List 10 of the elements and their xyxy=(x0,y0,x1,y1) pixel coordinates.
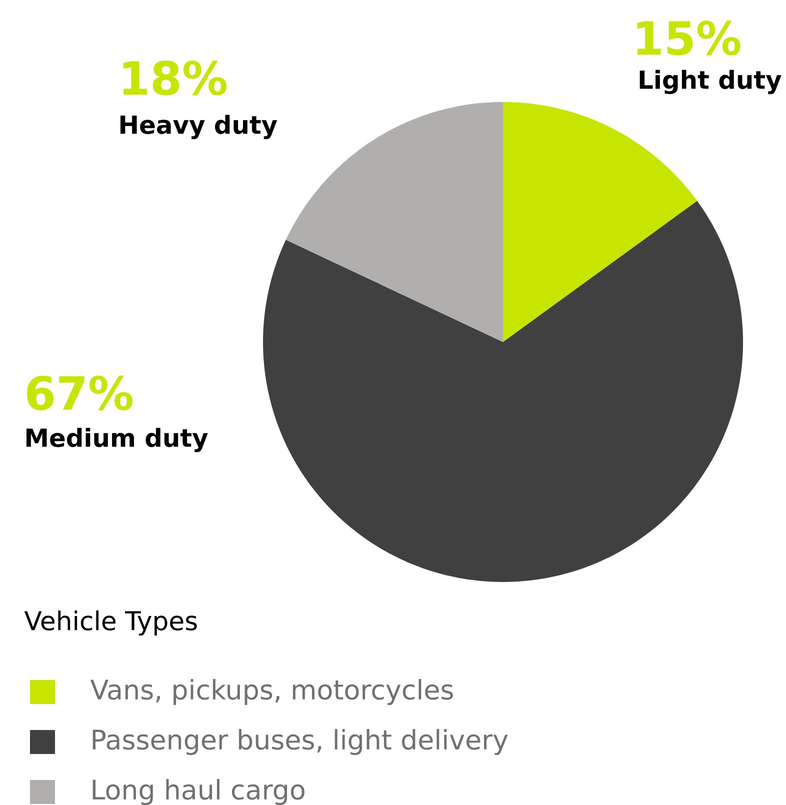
slice-label: Medium duty xyxy=(26,428,208,452)
slice-label: Heavy duty xyxy=(120,114,278,140)
data-label: 67% xyxy=(27,376,132,410)
text: Vans, pickups, motorcycles xyxy=(90,678,453,706)
text: Long haul cargo xyxy=(92,778,304,805)
legend-title: Vehicle Types xyxy=(24,610,197,636)
data-label: 18% xyxy=(123,60,226,96)
data-label: 15% xyxy=(637,20,740,56)
text: Passenger buses, light delivery xyxy=(92,728,508,756)
slice-label: Light duty xyxy=(640,70,782,94)
